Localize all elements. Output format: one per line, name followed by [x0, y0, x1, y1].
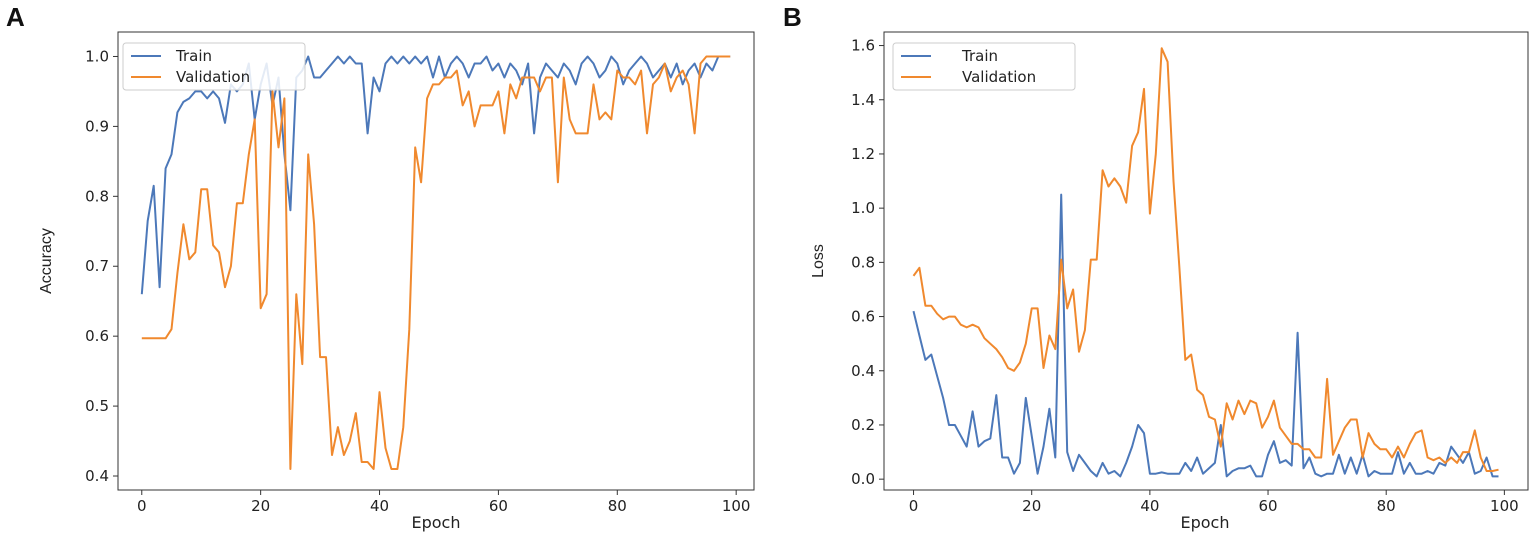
panel-a-legend: Train Validation [122, 42, 306, 91]
panel-b-ticks: 0 20 40 60 80 100 0.0 0.2 0.4 0.6 0.8 1.0 1.2 1.4 1.6 [851, 37, 1519, 515]
panel-a-letter: A [6, 2, 25, 32]
panel-a: A 0 20 40 60 80 100 0.4 0.5 0.6 0.7 0.8 0.9 1.0 Epoc… [6, 2, 755, 532]
panel-b-legend-train: Train [961, 47, 998, 65]
panel-b-letter: B [783, 2, 802, 32]
panel-b-ytick-label: 0.4 [851, 362, 875, 380]
panel-a-ytick-label: 1.0 [85, 47, 109, 65]
panel-a-plot-area [117, 31, 755, 491]
panel-b-ytick-label: 0.0 [851, 470, 875, 488]
panel-a-validation-line [141, 55, 731, 470]
panel-a-series [140, 55, 731, 470]
panel-b: B 0 20 40 60 80 100 0.0 0.2 0.4 0.6 0.8 1.0 1.2 1.4 1.… [783, 2, 1529, 532]
panel-a-ytick-label: 0.7 [85, 257, 109, 275]
panel-b-ytick-label: 1.2 [851, 145, 875, 163]
panel-a-xtick-label: 40 [370, 497, 389, 515]
panel-a-xtick-label: 80 [608, 497, 627, 515]
panel-a-legend-validation: Validation [176, 68, 250, 86]
panel-b-xlabel: Epoch [1181, 513, 1230, 532]
panel-a-xtick-label: 60 [489, 497, 508, 515]
panel-a-ytick-label: 0.6 [85, 327, 109, 345]
panel-a-ytick-label: 0.9 [85, 117, 109, 135]
panel-b-xtick-label: 40 [1140, 497, 1159, 515]
panel-b-validation-line [912, 47, 1499, 472]
panel-a-xtick-label: 0 [137, 497, 147, 515]
panel-a-train-line [140, 55, 731, 295]
panel-b-legend: Train Validation [892, 42, 1076, 91]
panel-a-ytick-label: 0.8 [85, 187, 109, 205]
panel-b-ytick-label: 0.2 [851, 416, 875, 434]
panel-a-legend-box [122, 42, 306, 91]
panel-b-xtick-label: 20 [1022, 497, 1041, 515]
panel-a-legend-train: Train [175, 47, 212, 65]
panel-a-ylabel: Accuracy [38, 228, 55, 294]
panel-b-ytick-label: 1.0 [851, 199, 875, 217]
panel-b-ytick-label: 0.6 [851, 308, 875, 326]
panel-b-xtick-label: 100 [1490, 497, 1519, 515]
panel-b-xtick-label: 0 [909, 497, 919, 515]
panel-b-ytick-label: 1.6 [851, 37, 875, 55]
panel-b-ytick-label: 1.4 [851, 91, 875, 109]
panel-b-ytick-label: 0.8 [851, 253, 875, 271]
panel-b-xtick-label: 60 [1258, 497, 1277, 515]
panel-b-legend-box [892, 42, 1076, 91]
panel-a-xtick-label: 20 [251, 497, 270, 515]
panel-a-ticks: 0 20 40 60 80 100 0.4 0.5 0.6 0.7 0.8 0.9 1.0 [85, 47, 750, 515]
panel-b-plot-area [883, 31, 1529, 491]
panel-b-xtick-label: 80 [1377, 497, 1396, 515]
panel-a-xlabel: Epoch [412, 513, 461, 532]
panel-a-xtick-label: 100 [722, 497, 751, 515]
panel-a-ytick-label: 0.5 [85, 397, 109, 415]
panel-b-ylabel: Loss [810, 244, 827, 278]
panel-b-series [912, 47, 1499, 478]
panel-b-train-line [912, 193, 1499, 478]
panel-b-legend-validation: Validation [962, 68, 1036, 86]
panel-a-ytick-label: 0.4 [85, 467, 109, 485]
